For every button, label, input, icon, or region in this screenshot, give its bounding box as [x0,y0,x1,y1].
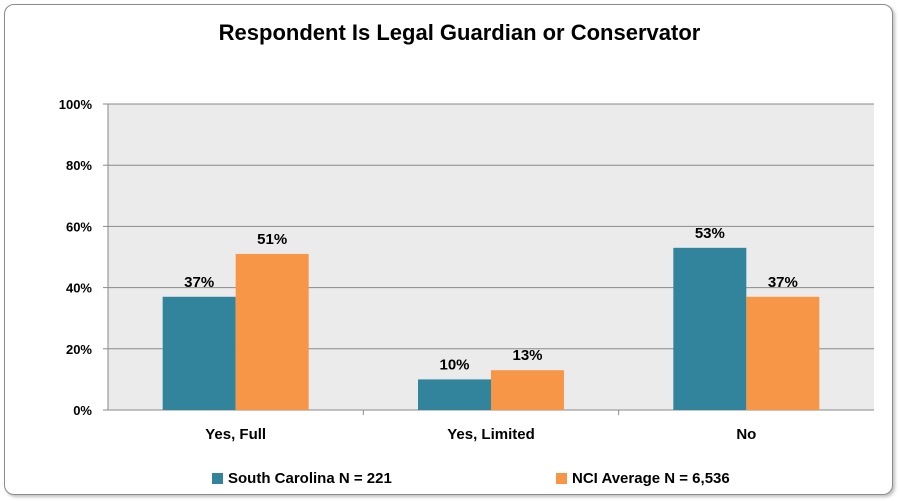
legend-swatch-south-carolina [212,473,223,484]
data-label: 37% [768,274,798,291]
x-category-label: No [736,426,756,443]
legend-label-nci-average: NCI Average N = 6,536 [572,470,730,487]
chart-legend: South Carolina N = 221 NCI Average N = 6… [0,470,899,494]
legend-swatch-nci-average [556,473,567,484]
data-label: 53% [695,225,725,242]
x-category-label: Yes, Full [205,426,266,443]
bar [162,296,236,410]
y-tick-label: 100% [59,97,93,112]
bar [673,247,747,410]
y-tick-label: 0% [73,403,92,418]
bar [418,379,491,410]
legend-item-south-carolina: South Carolina N = 221 [212,470,392,487]
bar [235,253,309,410]
data-label: 37% [184,274,214,291]
data-label: 10% [439,356,469,373]
y-tick-label: 20% [66,342,92,357]
chart-title: Respondent Is Legal Guardian or Conserva… [218,20,701,45]
y-tick-label: 80% [66,158,92,173]
x-category-label: Yes, Limited [447,426,535,443]
y-tick-label: 60% [66,219,92,234]
data-label: 51% [257,231,287,248]
legend-label-south-carolina: South Carolina N = 221 [228,470,392,487]
bar [491,370,564,410]
data-label: 13% [512,347,542,364]
bar [746,296,820,410]
y-tick-label: 40% [66,281,92,296]
legend-item-nci-average: NCI Average N = 6,536 [556,470,730,487]
